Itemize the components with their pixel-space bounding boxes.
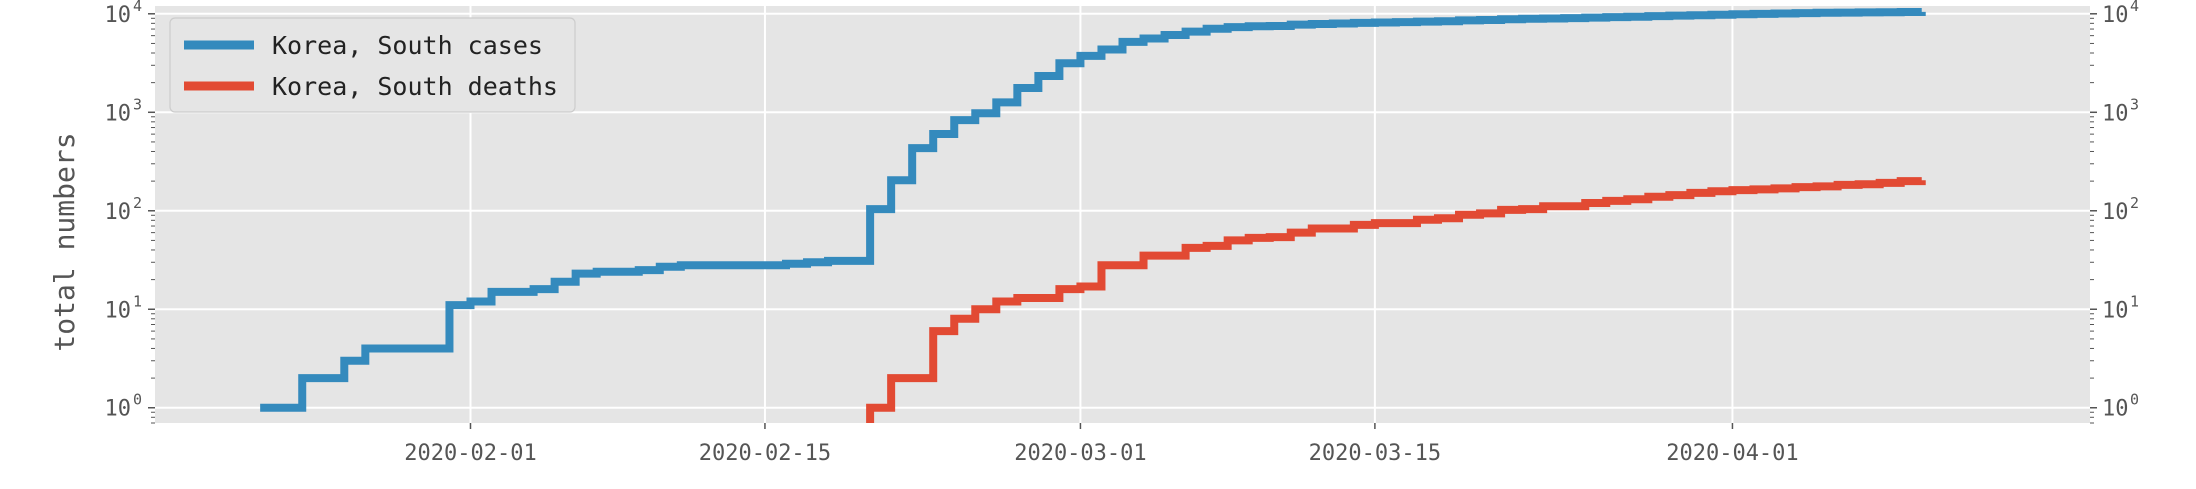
y-tick-label-right: 10 [2102, 397, 2129, 422]
legend-label-deaths: Korea, South deaths [272, 72, 558, 101]
y-tick-label-right: 10 [2102, 298, 2129, 323]
y-tick-exponent-right: 1 [2130, 292, 2139, 310]
y-axis-label: total numbers [48, 132, 81, 351]
y-tick-label-right: 10 [2102, 200, 2129, 225]
legend-box [169, 17, 576, 113]
y-tick-label-left: 10 [105, 200, 132, 225]
x-tick-label: 2020-03-15 [1309, 441, 1441, 466]
y-tick-exponent-right: 2 [2130, 194, 2139, 212]
y-tick-label-right: 10 [2102, 101, 2129, 126]
series-line-deaths [866, 177, 1926, 423]
x-tick-label: 2020-02-01 [404, 441, 536, 466]
y-tick-exponent-right: 3 [2130, 95, 2139, 113]
y-tick-exponent-left: 1 [133, 292, 142, 310]
y-tick-label-left: 10 [105, 3, 132, 28]
y-tick-exponent-left: 2 [133, 194, 142, 212]
legend-label-cases: Korea, South cases [272, 31, 543, 60]
y-tick-label-right: 10 [2102, 3, 2129, 28]
legend: Korea, South cases Korea, South deaths [169, 17, 576, 113]
series-layer [260, 8, 1926, 423]
y-tick-exponent-left: 0 [133, 391, 142, 409]
x-tick-label: 2020-02-15 [699, 441, 831, 466]
axes: 2020-02-01 2020-02-15 2020-03-01 2020-03-15… [105, 0, 2140, 466]
series-line-cases [260, 8, 1926, 412]
x-tick-label: 2020-04-01 [1666, 441, 1798, 466]
y-tick-exponent-left: 4 [133, 0, 142, 15]
y-tick-exponent-right: 4 [2130, 0, 2139, 15]
y-tick-label-left: 10 [105, 101, 132, 126]
x-tick-label: 2020-03-01 [1014, 441, 1146, 466]
y-tick-label-left: 10 [105, 397, 132, 422]
y-tick-exponent-left: 3 [133, 95, 142, 113]
y-tick-exponent-right: 0 [2130, 391, 2139, 409]
y-tick-label-left: 10 [105, 298, 132, 323]
